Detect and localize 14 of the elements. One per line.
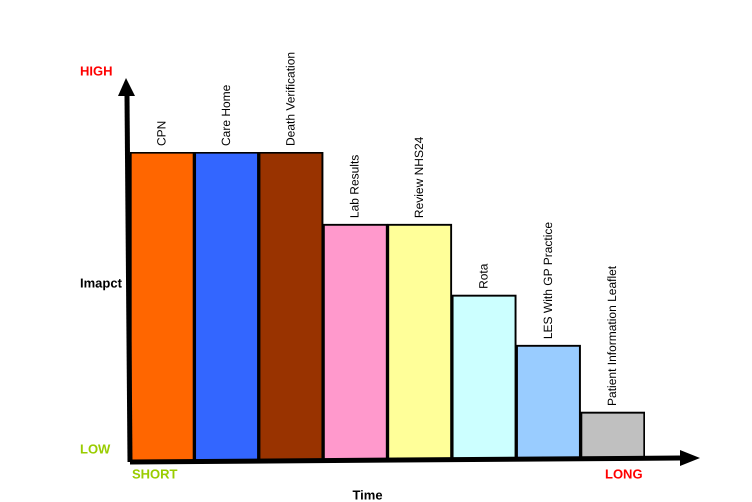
x-tick-label: Care Home xyxy=(218,84,233,146)
x-tick-label: LES With GP Practice xyxy=(540,222,555,340)
x-tick-label: Death Verification xyxy=(283,52,298,146)
x-axis-title: Time xyxy=(352,488,383,502)
x-tick-label: CPN xyxy=(154,120,168,146)
y-axis-title: Imapct xyxy=(80,276,123,291)
x-tick-label: Patient Information Leaflet xyxy=(605,265,620,406)
x-tick-label: Lab Results xyxy=(348,154,362,218)
x-tick-label: Rota xyxy=(476,263,490,289)
x-tick-label: Review NHS24 xyxy=(412,136,426,218)
text: LOW xyxy=(80,442,112,457)
text: HIGH xyxy=(80,64,112,79)
text: LONG xyxy=(605,466,643,482)
text: SHORT xyxy=(132,466,178,482)
